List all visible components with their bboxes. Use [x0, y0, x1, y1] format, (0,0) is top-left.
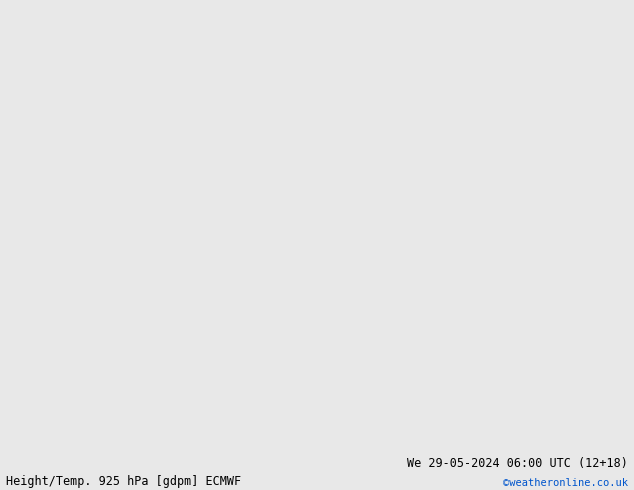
Text: Height/Temp. 925 hPa [gdpm] ECMWF: Height/Temp. 925 hPa [gdpm] ECMWF — [6, 474, 242, 488]
Text: We 29-05-2024 06:00 UTC (12+18): We 29-05-2024 06:00 UTC (12+18) — [407, 457, 628, 470]
Text: ©weatheronline.co.uk: ©weatheronline.co.uk — [503, 478, 628, 488]
